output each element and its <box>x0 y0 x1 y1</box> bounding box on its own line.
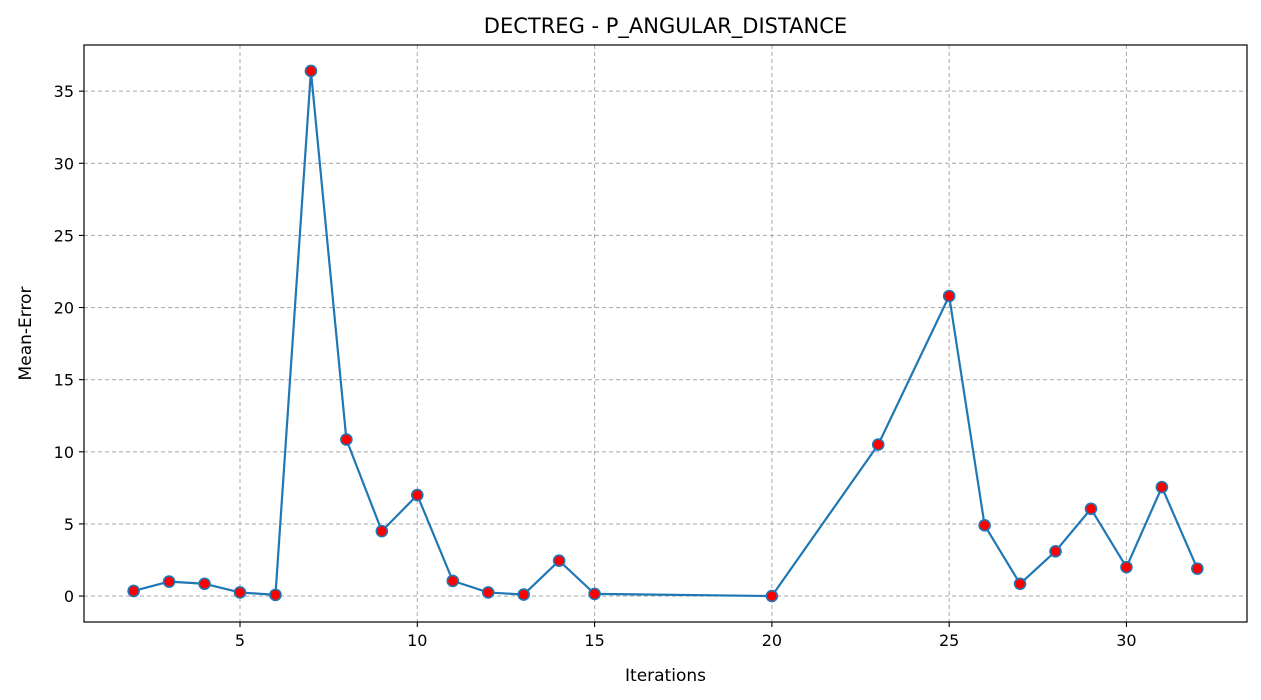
data-point <box>127 584 140 598</box>
marker-layer <box>127 64 1204 603</box>
data-point <box>446 574 460 588</box>
y-tick-label: 30 <box>54 154 74 173</box>
x-tick-label: 5 <box>235 631 245 650</box>
chart-title: DECTREG - P_ANGULAR_DISTANCE <box>484 14 847 39</box>
x-tick-label: 25 <box>939 631 959 650</box>
tick-layer: 5 10 15 20 25 30 0 5 10 15 20 25 30 35 <box>54 82 1137 650</box>
y-tick-label: 20 <box>54 299 74 318</box>
data-point <box>1049 545 1062 558</box>
y-tick-label: 0 <box>64 587 74 606</box>
series-line-layer <box>133 69 1199 598</box>
data-point <box>198 577 211 591</box>
plot-frame <box>83 44 1248 623</box>
data-point <box>1013 577 1027 591</box>
y-tick-label: 15 <box>54 371 74 390</box>
data-point <box>233 586 247 599</box>
data-point <box>269 588 282 602</box>
y-tick-label: 10 <box>54 443 74 462</box>
data-point <box>162 575 176 588</box>
data-point <box>942 289 956 303</box>
x-tick-label: 15 <box>584 631 604 650</box>
data-point <box>1191 562 1204 575</box>
data-point <box>765 589 779 603</box>
data-point <box>517 588 530 601</box>
y-tick-label: 5 <box>64 515 74 534</box>
x-axis-label: Iterations <box>625 666 706 686</box>
data-point <box>1155 480 1169 494</box>
data-point <box>871 438 885 451</box>
x-tick-label: 10 <box>407 631 427 650</box>
data-point <box>304 64 318 78</box>
x-tick-label: 20 <box>762 631 782 650</box>
y-tick-label: 25 <box>54 226 74 245</box>
x-tick-label: 30 <box>1116 631 1136 650</box>
grid-layer <box>84 45 1247 622</box>
data-point <box>552 554 566 567</box>
data-point <box>1120 560 1133 574</box>
y-tick-label: 35 <box>54 82 74 101</box>
data-point <box>978 519 991 532</box>
series-line <box>133 69 1199 598</box>
data-point <box>588 587 601 601</box>
data-point <box>1084 502 1098 516</box>
y-axis-label: Mean-Error <box>16 287 36 381</box>
data-point <box>375 524 389 538</box>
data-point <box>481 586 495 599</box>
data-point <box>410 488 424 502</box>
data-point <box>340 433 353 446</box>
